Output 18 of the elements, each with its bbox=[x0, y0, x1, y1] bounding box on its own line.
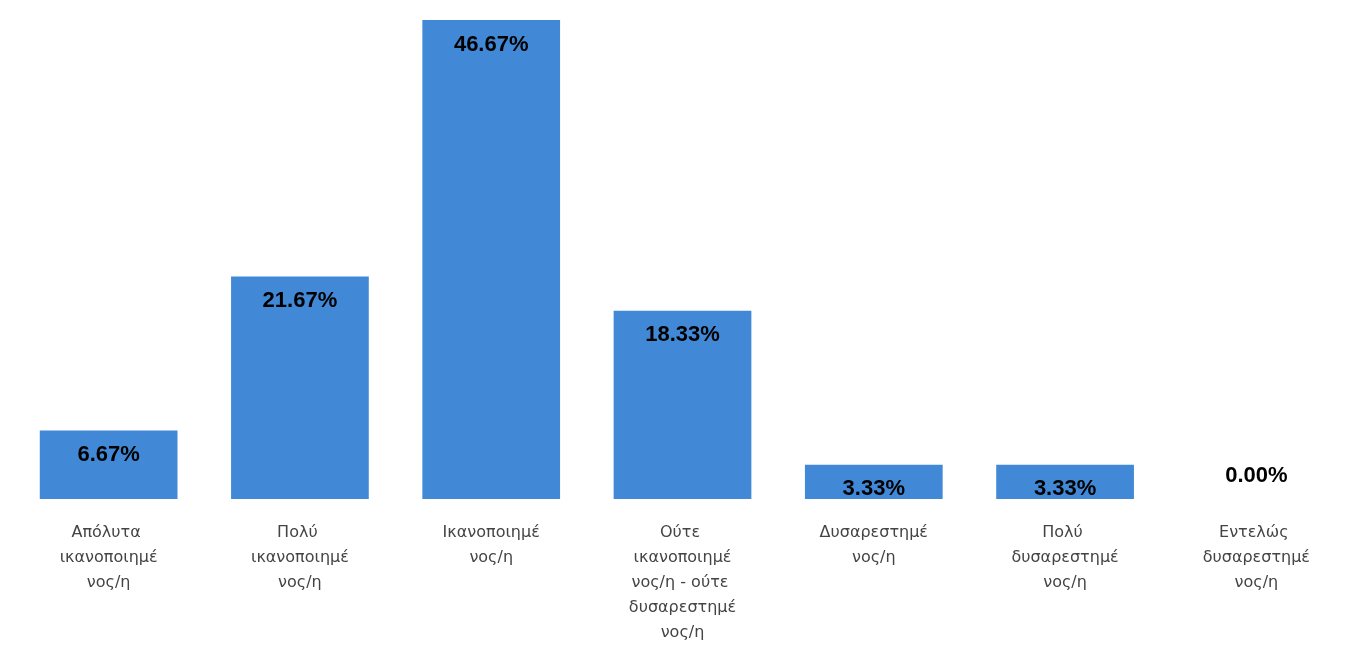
data-label: 21.67% bbox=[262, 287, 338, 313]
data-label: 6.67% bbox=[77, 441, 140, 467]
data-label: 3.33% bbox=[842, 475, 905, 501]
x-tick-label: Πολύ δυσαρεστημένος/η bbox=[1011, 522, 1119, 591]
bar bbox=[422, 20, 561, 499]
x-tick-label: Εντελώς δυσαρεστημένος/η bbox=[1202, 522, 1310, 591]
data-label: 0.00% bbox=[1225, 461, 1288, 487]
x-tick-label: Ούτε ικανοποιημένος/η - ούτε δυσαρεστημένος/η bbox=[628, 522, 737, 641]
data-label: 3.33% bbox=[1033, 475, 1097, 501]
bar bbox=[613, 310, 752, 499]
bar bbox=[39, 430, 178, 499]
x-tick-label: Ικανοποιημένος/η bbox=[442, 522, 540, 566]
x-tick-label: Πολύ ικανοποιημένος/η bbox=[250, 522, 349, 591]
data-label: 18.33% bbox=[645, 321, 720, 347]
data-label: 46.67% bbox=[453, 30, 529, 56]
x-tick-label: Δυσαρεστημένος/η bbox=[819, 522, 928, 566]
bar bbox=[231, 276, 369, 499]
x-tick-label: Απόλυτα ικανοποιημένος/η bbox=[59, 522, 158, 591]
